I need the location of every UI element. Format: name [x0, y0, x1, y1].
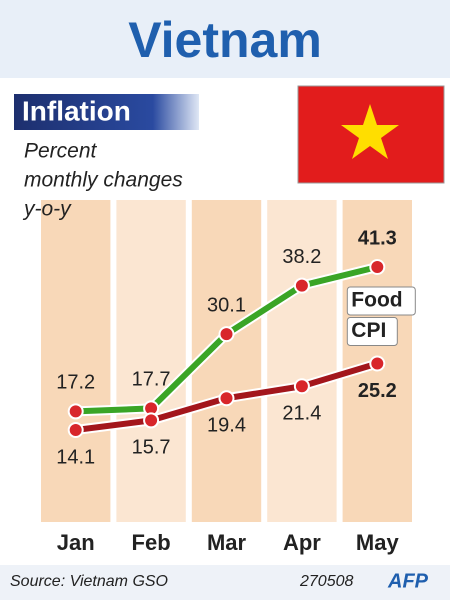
columns	[41, 200, 412, 522]
marker	[67, 403, 84, 420]
marker	[369, 259, 386, 275]
chart-title-bar	[14, 94, 199, 130]
value-label: 17.7	[132, 369, 171, 391]
x-tick-label: May	[356, 530, 400, 555]
marker	[293, 378, 310, 395]
value-label: 38.2	[282, 246, 321, 268]
value-label: 21.4	[282, 403, 321, 425]
value-label: 19.4	[207, 415, 246, 437]
marker	[218, 326, 235, 343]
value-label: 41.3	[358, 227, 397, 249]
x-tick-label: Jan	[57, 530, 95, 555]
marker	[218, 390, 235, 407]
plot: Jan Feb Mar Apr May 17.2 17.7 30.1 38.2 41.3 Food 1…	[56, 227, 416, 555]
title-band	[0, 0, 450, 78]
marker	[293, 277, 310, 294]
value-label: 14.1	[56, 446, 95, 468]
subtitle: Percent monthly changes y-o-y	[22, 140, 183, 221]
value-label: 25.2	[358, 380, 397, 402]
subtitle-line: y-o-y	[22, 198, 72, 221]
value-label: 15.7	[132, 437, 171, 459]
legend-label: CPI	[351, 319, 386, 342]
marker	[143, 412, 160, 429]
subtitle-line: Percent	[24, 140, 98, 163]
column	[41, 200, 111, 522]
column	[116, 200, 186, 522]
flag-star	[341, 104, 399, 159]
footer-band	[0, 565, 450, 600]
chart-title: Inflation	[22, 95, 131, 126]
date: 270508	[299, 573, 353, 590]
source: Source: Vietnam GSO	[10, 573, 168, 590]
legend-box	[346, 286, 416, 316]
page-title: Vietnam	[128, 12, 322, 68]
marker	[67, 422, 84, 438]
legend-box	[346, 316, 398, 346]
x-tick-label: Mar	[207, 530, 247, 555]
marker	[369, 355, 386, 372]
subtitle-line: monthly changes	[24, 169, 183, 192]
value-label: 30.1	[207, 294, 246, 316]
x-tick-label: Apr	[283, 530, 321, 555]
x-tick-label: Feb	[132, 530, 171, 555]
flag	[297, 85, 445, 184]
credit: AFP	[387, 570, 429, 592]
value-label: 17.2	[56, 372, 95, 394]
legend-label: Food	[351, 289, 402, 312]
column	[267, 200, 337, 522]
